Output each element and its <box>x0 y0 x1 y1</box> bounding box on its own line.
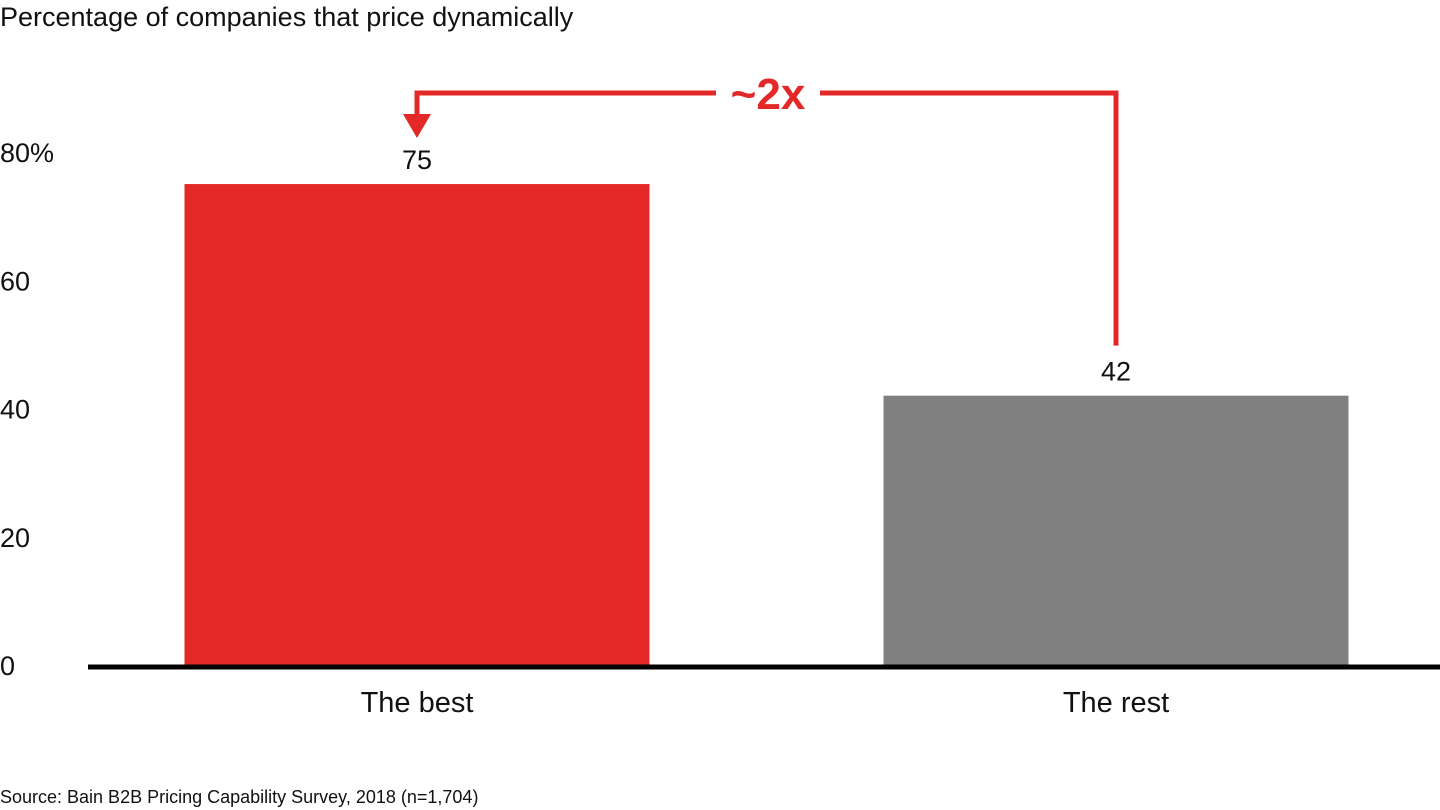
annotation-arrowhead <box>403 114 431 138</box>
y-tick-label: 20 <box>0 523 30 553</box>
y-tick-label: 80% <box>0 138 54 168</box>
value-labels: 75 42 <box>402 145 1131 387</box>
annotation-label: ~2x <box>731 70 806 119</box>
ratio-annotation: ~2x <box>403 67 1119 346</box>
category-label: The rest <box>1063 687 1169 719</box>
bars <box>184 184 1349 665</box>
y-tick-label: 40 <box>0 395 30 425</box>
y-tick-label: 0 <box>0 651 15 681</box>
category-label: The best <box>361 687 474 719</box>
chart-title: Percentage of companies that price dynam… <box>0 2 574 32</box>
annotation-label-background <box>716 67 820 119</box>
bar-the-best <box>184 184 650 665</box>
source-note: Source: Bain B2B Pricing Capability Surv… <box>0 787 478 807</box>
value-label: 42 <box>1101 357 1131 387</box>
y-tick-label: 60 <box>0 266 30 296</box>
x-axis-labels: The best The rest <box>361 687 1170 719</box>
y-axis-ticks: 0 20 40 60 80% <box>0 138 54 681</box>
value-label: 75 <box>402 145 432 175</box>
bar-the-rest <box>883 395 1349 665</box>
